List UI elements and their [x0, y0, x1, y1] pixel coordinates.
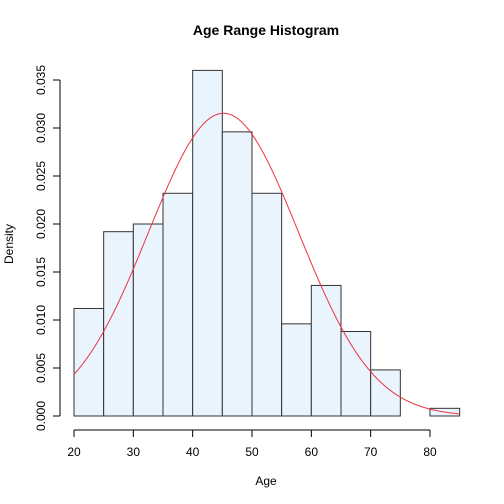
histogram-bar-45-50	[221, 131, 253, 417]
histogram-bar-50-55	[251, 192, 283, 417]
x-tick-label: 70	[364, 445, 378, 459]
x-tick-label: 80	[423, 445, 437, 459]
density-curve	[73, 112, 460, 415]
y-tick-label: 0.005	[34, 353, 48, 383]
histogram-bar-65-70	[340, 331, 372, 417]
y-tick-label: 0.015	[34, 257, 48, 287]
histogram-bar-20-25	[73, 307, 105, 417]
x-tick-label: 20	[67, 445, 81, 459]
y-axis: 0.000 0.005 0.010 0.015 0.020 0.025 0.030 0.035	[34, 65, 61, 431]
x-tick-label: 50	[245, 445, 259, 459]
x-tick-label: 30	[127, 445, 141, 459]
y-tick-label: 0.000	[34, 401, 48, 431]
y-axis-label: Density	[2, 224, 16, 264]
chart-title: Age Range Histogram	[193, 22, 339, 38]
y-tick-label: 0.030	[34, 113, 48, 143]
histogram-bar-35-40	[162, 192, 194, 417]
histogram-bar-40-45	[192, 69, 223, 417]
histogram-bar-25-30	[103, 231, 134, 417]
histogram-bar-55-60	[281, 323, 312, 417]
bars-group	[73, 69, 461, 417]
x-axis-label: Age	[255, 474, 277, 488]
y-tick-label: 0.020	[34, 209, 48, 239]
histogram-bar-30-35	[132, 223, 164, 417]
y-tick-label: 0.025	[34, 161, 48, 191]
x-axis: 20 30 40 50 60 70 80	[67, 429, 437, 459]
x-tick-label: 40	[186, 445, 200, 459]
histogram-bar-60-65	[310, 284, 342, 417]
y-tick-label: 0.035	[34, 65, 48, 95]
y-tick-label: 0.010	[34, 305, 48, 335]
x-tick-label: 60	[305, 445, 319, 459]
